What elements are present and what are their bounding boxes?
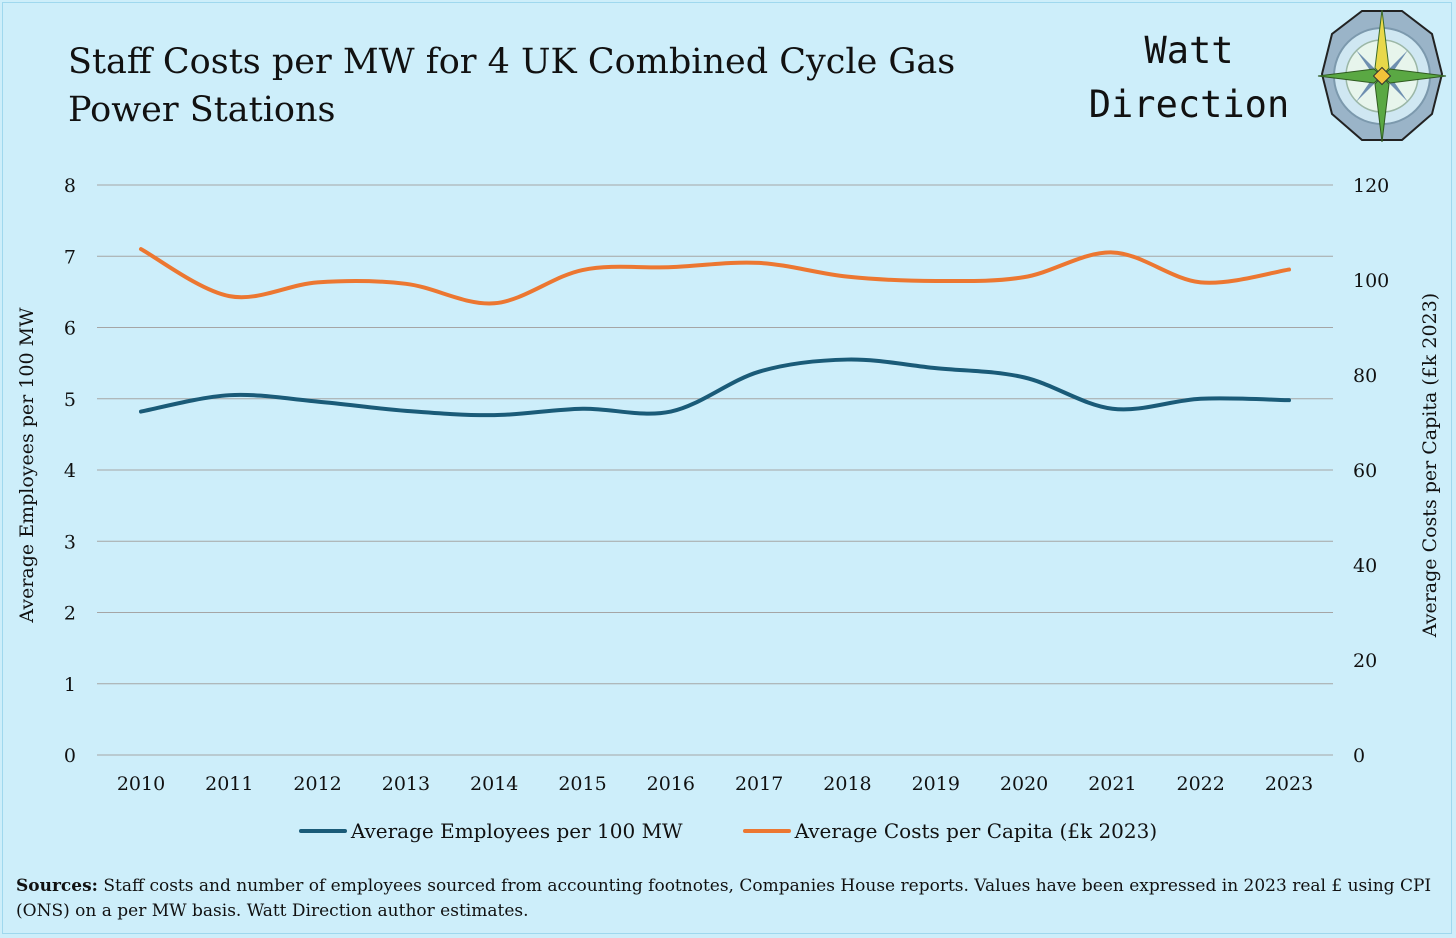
compass-rose-icon [1317, 9, 1447, 143]
legend-item-costs: Average Costs per Capita (£k 2023) [742, 816, 1158, 846]
sources-label: Sources: [16, 876, 98, 896]
series-line-costs [139, 247, 1291, 306]
legend-label-employees: Average Employees per 100 MW [350, 819, 683, 843]
left-y-tick-label: 8 [64, 175, 76, 197]
legend: Average Employees per 100 MW Average Cos… [0, 816, 1456, 846]
legend-label-costs: Average Costs per Capita (£k 2023) [794, 819, 1158, 843]
x-tick-label: 2020 [1000, 773, 1048, 795]
right-axis-title: Average Costs per Capita (£k 2023) [1419, 293, 1441, 638]
chart-title: Staff Costs per MW for 4 UK Combined Cyc… [68, 42, 956, 130]
brand-line-2: Direction [1088, 83, 1290, 126]
x-tick-label: 2022 [1177, 773, 1225, 795]
x-tick-label: 2018 [823, 773, 871, 795]
series-lines [139, 247, 1291, 418]
x-tick-label: 2015 [558, 773, 606, 795]
x-tick-label: 2017 [735, 773, 783, 795]
left-y-tick-label: 7 [64, 246, 76, 268]
right-y-tick-label: 60 [1353, 460, 1377, 482]
left-y-tick-label: 1 [64, 674, 76, 696]
x-tick-label: 2010 [117, 773, 165, 795]
gridlines [97, 184, 1333, 756]
left-axis-title: Average Employees per 100 MW [16, 307, 38, 624]
left-y-tick-label: 6 [64, 318, 76, 340]
left-y-tick-label: 3 [64, 531, 76, 553]
brand-line-1: Watt [1144, 29, 1234, 72]
right-y-tick-label: 120 [1353, 175, 1389, 197]
series-line-employees [139, 357, 1291, 418]
brand-name: Watt Direction [1064, 24, 1314, 132]
x-tick-label: 2021 [1088, 773, 1136, 795]
right-y-tick-label: 20 [1353, 650, 1377, 672]
left-y-tick-label: 0 [64, 745, 76, 767]
sources-text: Staff costs and number of employees sour… [16, 876, 1432, 921]
x-tick-label: 2023 [1265, 773, 1313, 795]
x-tick-label: 2011 [205, 773, 253, 795]
x-tick-label: 2019 [912, 773, 960, 795]
x-tick-label: 2014 [470, 773, 518, 795]
right-y-tick-label: 80 [1353, 365, 1377, 387]
legend-item-employees: Average Employees per 100 MW [298, 816, 683, 846]
x-tick-label: 2012 [293, 773, 341, 795]
right-y-tick-label: 0 [1353, 745, 1365, 767]
legend-swatch-employees [298, 829, 347, 833]
x-tick-label: 2016 [647, 773, 695, 795]
right-y-tick-label: 100 [1353, 270, 1389, 292]
left-y-tick-label: 2 [64, 603, 76, 625]
left-y-axis-ticks: 0 1 2 3 4 5 6 7 8 [64, 175, 76, 767]
sources-note: Sources: Staff costs and number of emplo… [16, 874, 1440, 924]
right-y-tick-label: 40 [1353, 555, 1377, 577]
legend-swatch-costs [742, 829, 791, 833]
left-y-tick-label: 5 [64, 389, 76, 411]
x-axis-ticks: 2010 2011 2012 2013 2014 2015 2016 2017 2018 2019… [117, 773, 1313, 795]
left-y-tick-label: 4 [64, 460, 76, 482]
x-tick-label: 2013 [382, 773, 430, 795]
right-y-axis-ticks: 0 20 40 60 80 100 120 [1353, 175, 1389, 767]
